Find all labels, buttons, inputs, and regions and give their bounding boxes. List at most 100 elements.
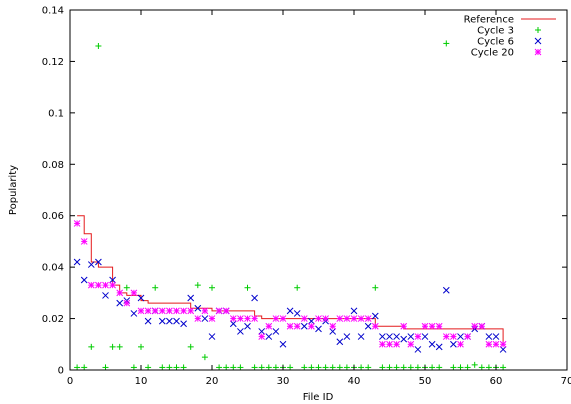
point-cycle-6: [272, 328, 280, 335]
point-cycle-20-stroke: [102, 281, 109, 289]
point-cycle-20-stroke: [279, 315, 287, 322]
point-cycle-6: [109, 276, 116, 284]
point-cycle-20: [308, 322, 315, 330]
point-cycle-3: [287, 364, 294, 371]
series-line-reference: [77, 215, 504, 345]
point-cycle-6: [379, 333, 386, 340]
point-cycle-20-stroke: [173, 307, 180, 315]
point-cycle-6-stroke: [187, 294, 195, 302]
point-cycle-20-stroke: [137, 307, 145, 315]
point-cycle-6: [492, 333, 500, 340]
point-cycle-20-stroke: [400, 322, 408, 330]
point-cycle-20-stroke: [237, 315, 244, 322]
point-cycle-6-stroke: [73, 258, 81, 266]
point-cycle-20: [386, 340, 393, 348]
point-cycle-6-stroke: [102, 292, 109, 299]
point-cycle-6-stroke: [393, 333, 400, 340]
point-cycle-20: [428, 322, 436, 330]
point-cycle-20: [109, 281, 116, 289]
point-cycle-3: [159, 364, 166, 371]
point-cycle-3: [414, 364, 421, 371]
point-cycle-20: [265, 322, 273, 330]
point-cycle-3: [116, 343, 123, 350]
point-cycle-3: [187, 343, 194, 350]
point-cycle-6-stroke: [80, 276, 88, 284]
point-cycle-3: [450, 364, 457, 371]
point-cycle-6-stroke: [173, 317, 180, 325]
point-cycle-20-stroke: [421, 322, 429, 330]
point-cycle-6: [87, 261, 95, 268]
point-cycle-6: [400, 335, 408, 343]
point-cycle-20: [237, 315, 244, 322]
point-cycle-6-stroke: [194, 304, 202, 312]
point-cycle-6-stroke: [428, 340, 436, 348]
point-cycle-20-stroke: [300, 315, 308, 322]
point-cycle-20: [315, 315, 322, 322]
point-cycle-6: [329, 328, 337, 335]
point-cycle-20: [123, 299, 131, 307]
point-cycle-20: [158, 307, 166, 315]
point-cycle-6-stroke: [386, 333, 393, 340]
point-cycle-3: [336, 364, 343, 371]
point-cycle-20: [371, 322, 379, 330]
point-cycle-20-stroke: [187, 307, 195, 315]
point-cycle-20-stroke: [95, 281, 102, 289]
point-cycle-6-stroke: [144, 317, 152, 325]
point-cycle-6: [414, 346, 422, 353]
point-cycle-6-stroke: [244, 322, 251, 330]
point-cycle-20-stroke: [435, 322, 443, 330]
point-cycle-6: [279, 340, 287, 348]
point-cycle-20-stroke: [258, 333, 266, 340]
point-cycle-3: [464, 364, 471, 371]
point-cycle-3: [74, 364, 81, 371]
point-cycle-3: [244, 284, 251, 291]
point-cycle-20-stroke: [350, 315, 358, 322]
point-cycle-20: [279, 315, 287, 322]
point-cycle-20-stroke: [123, 299, 131, 307]
point-cycle-6: [201, 315, 209, 322]
point-cycle-6: [343, 333, 351, 340]
point-cycle-20: [293, 322, 301, 330]
point-cycle-20-stroke: [265, 322, 273, 330]
point-cycle-20: [329, 322, 337, 330]
point-cycle-20: [379, 340, 386, 348]
point-cycle-3: [294, 284, 301, 291]
point-cycle-6-stroke: [279, 340, 287, 348]
point-cycle-3: [322, 364, 329, 371]
point-cycle-20-stroke: [428, 322, 436, 330]
point-cycle-3: [500, 364, 507, 371]
point-cycle-20: [180, 307, 187, 315]
point-cycle-20-stroke: [471, 322, 479, 330]
point-cycle-6-stroke: [421, 333, 429, 340]
y-tick-label: 0.12: [42, 57, 64, 68]
point-cycle-20-stroke: [116, 289, 124, 297]
point-cycle-3: [443, 40, 450, 47]
point-cycle-6: [194, 304, 202, 312]
point-cycle-3: [272, 364, 279, 371]
point-cycle-6-stroke: [357, 333, 365, 340]
point-cycle-6: [95, 258, 102, 266]
point-cycle-20: [414, 333, 422, 340]
point-cycle-6-stroke: [95, 258, 102, 266]
point-cycle-20-stroke: [499, 340, 507, 348]
point-cycle-3: [152, 284, 159, 291]
point-cycle-3: [315, 364, 322, 371]
point-cycle-6-stroke: [336, 338, 344, 346]
point-cycle-3: [471, 361, 478, 368]
y-tick-label: 0.1: [48, 108, 64, 119]
x-tick-label: 0: [67, 376, 73, 387]
point-cycle-20-stroke: [151, 307, 159, 315]
point-cycle-6: [442, 286, 450, 294]
point-cycle-20: [208, 315, 216, 322]
point-cycle-20: [244, 315, 251, 322]
point-cycle-20: [73, 220, 81, 227]
point-cycle-3: [216, 364, 223, 371]
point-cycle-6: [499, 346, 507, 353]
point-cycle-3: [237, 364, 244, 371]
point-cycle-20-stroke: [222, 307, 230, 315]
point-cycle-20: [300, 315, 308, 322]
point-cycle-6-stroke: [158, 317, 166, 325]
point-cycle-6-stroke: [251, 294, 258, 302]
point-cycle-3: [173, 364, 180, 371]
